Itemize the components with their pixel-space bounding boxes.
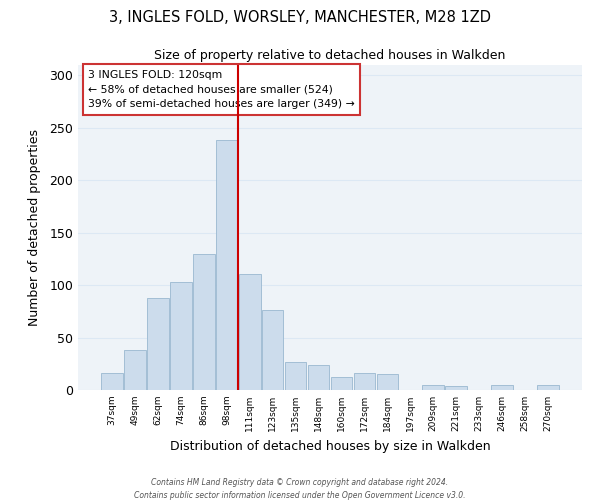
- Bar: [308, 365, 329, 390]
- Bar: [147, 298, 169, 390]
- Bar: [284, 362, 307, 390]
- Bar: [331, 378, 352, 390]
- Text: Contains HM Land Registry data © Crown copyright and database right 2024.
Contai: Contains HM Land Registry data © Crown c…: [134, 478, 466, 500]
- Bar: [262, 310, 283, 390]
- Bar: [101, 373, 123, 390]
- Bar: [193, 254, 215, 390]
- Bar: [422, 385, 444, 390]
- Bar: [537, 385, 559, 390]
- Bar: [353, 373, 376, 390]
- Bar: [491, 385, 513, 390]
- Text: 3 INGLES FOLD: 120sqm
← 58% of detached houses are smaller (524)
39% of semi-det: 3 INGLES FOLD: 120sqm ← 58% of detached …: [88, 70, 355, 110]
- Text: 3, INGLES FOLD, WORSLEY, MANCHESTER, M28 1ZD: 3, INGLES FOLD, WORSLEY, MANCHESTER, M28…: [109, 10, 491, 25]
- Bar: [124, 350, 146, 390]
- Bar: [239, 274, 260, 390]
- Title: Size of property relative to detached houses in Walkden: Size of property relative to detached ho…: [154, 50, 506, 62]
- Y-axis label: Number of detached properties: Number of detached properties: [28, 129, 41, 326]
- Bar: [445, 386, 467, 390]
- Bar: [377, 374, 398, 390]
- Bar: [170, 282, 191, 390]
- Bar: [216, 140, 238, 390]
- X-axis label: Distribution of detached houses by size in Walkden: Distribution of detached houses by size …: [170, 440, 490, 452]
